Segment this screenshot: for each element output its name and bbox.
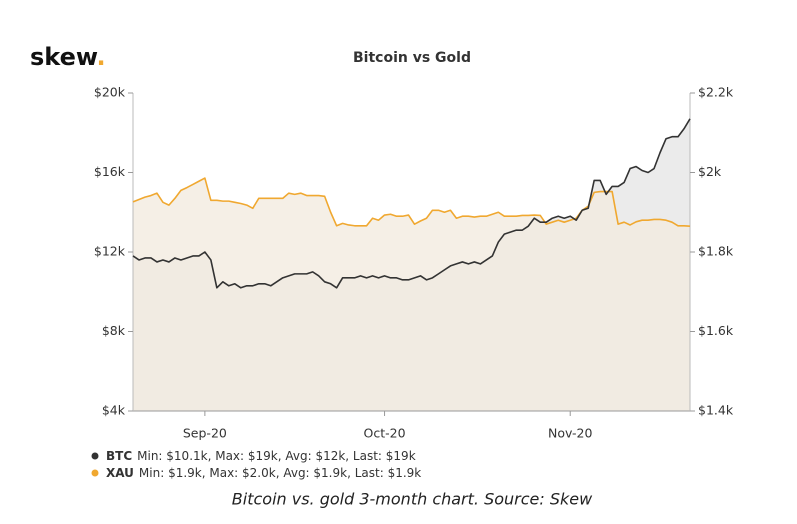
- legend-stats: Min: $1.9k, Max: $2.0k, Avg: $1.9k, Last…: [139, 466, 421, 480]
- area-fill: [133, 178, 690, 411]
- legend-entry: BTC Min: $10.1k, Max: $19k, Avg: $12k, La…: [106, 449, 416, 463]
- legend-swatch: [91, 452, 99, 460]
- y-tick-label: $20k: [94, 85, 126, 100]
- x-tick-label: Sep-20: [183, 426, 227, 441]
- logo-dot: .: [97, 43, 106, 71]
- legend-swatch: [91, 469, 99, 477]
- legend-entry: XAU Min: $1.9k, Max: $2.0k, Avg: $1.9k, L…: [106, 466, 421, 480]
- x-tick-label: Oct-20: [364, 426, 406, 441]
- chart-title: Bitcoin vs Gold: [353, 50, 471, 66]
- y2-tick-label: $2k: [698, 164, 722, 179]
- y2-tick-label: $1.6k: [698, 323, 734, 338]
- y2-tick-label: $2.2k: [698, 85, 734, 100]
- areas: [133, 118, 690, 412]
- caption: Bitcoin vs. gold 3-month chart. Source: …: [232, 490, 593, 509]
- legend-stats: Min: $10.1k, Max: $19k, Avg: $12k, Last:…: [137, 449, 416, 463]
- x-tick-label: Nov-20: [548, 426, 593, 441]
- legend-name: XAU: [106, 466, 134, 480]
- y2-tick-label: $1.8k: [698, 244, 734, 259]
- legend-name: BTC: [106, 449, 132, 463]
- series-line: [132, 177, 691, 227]
- y-tick-label: $16k: [94, 164, 126, 179]
- y-tick-label: $4k: [102, 403, 126, 418]
- y-tick-label: $8k: [102, 323, 126, 338]
- series-line: [132, 118, 691, 289]
- y2-tick-label: $1.4k: [698, 403, 734, 418]
- y-tick-label: $12k: [94, 244, 126, 259]
- logo: skew.: [30, 43, 106, 71]
- logo-text: skew: [30, 43, 98, 71]
